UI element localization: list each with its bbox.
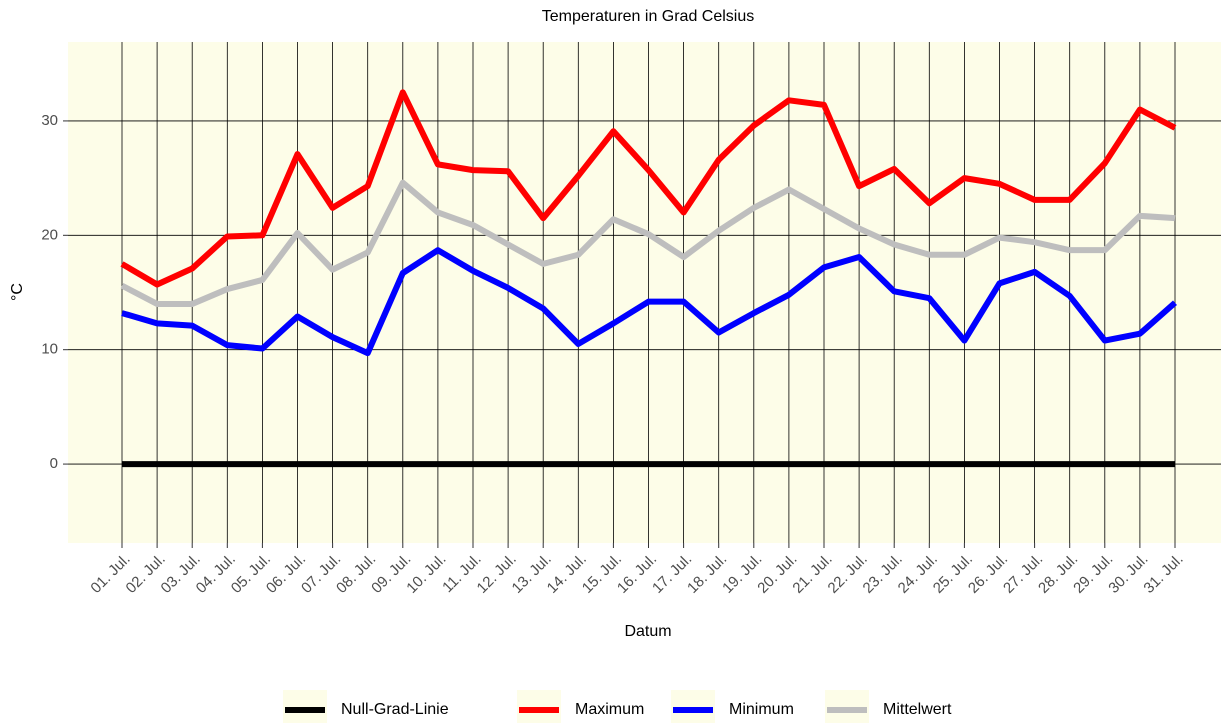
line-series (120, 179, 1176, 307)
legend-label: Mittelwert (883, 701, 952, 718)
line-series (120, 89, 1177, 288)
y-tick-label: 20 (41, 226, 58, 243)
x-tick-label: 31. Jul. (1140, 551, 1186, 597)
legend-label: Null-Grad-Linie (341, 701, 449, 718)
chart-title: Temperaturen in Grad Celsius (542, 8, 755, 25)
x-axis-title: Datum (624, 623, 671, 640)
legend-key-bg (283, 690, 327, 723)
line-series (121, 247, 1177, 357)
legend-key-bg (825, 690, 869, 723)
y-tick-label: 0 (50, 455, 58, 472)
legend-label: Maximum (575, 701, 644, 718)
plot-panel (68, 42, 1221, 543)
legend-label: Minimum (729, 701, 794, 718)
legend-key-bg (517, 690, 561, 723)
x-tick-label: 10. Jul. (403, 551, 449, 597)
y-axis-title: °C (9, 283, 26, 301)
y-tick-label: 10 (41, 341, 58, 358)
legend-key-bg (671, 690, 715, 723)
y-tick-label: 30 (41, 112, 58, 129)
